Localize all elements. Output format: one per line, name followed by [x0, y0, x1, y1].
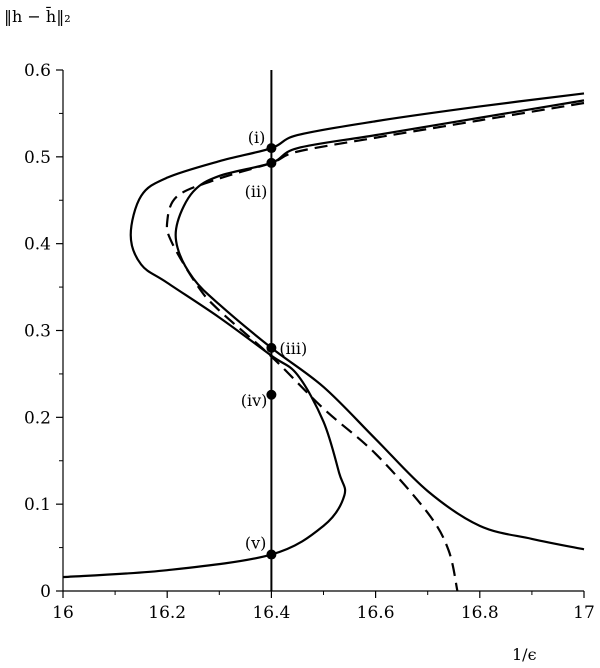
y-tick-label: 0.6 — [24, 61, 51, 81]
marked-point — [266, 389, 277, 400]
marked-point-label: (iv) — [241, 391, 268, 410]
y-tick-label: 0.1 — [24, 495, 51, 515]
series-line-1 — [62, 92, 585, 579]
x-tick-label: 16 — [52, 603, 74, 623]
x-tick-label: 16.8 — [461, 603, 499, 623]
curves — [62, 92, 585, 592]
y-tick-label: 0.2 — [24, 408, 51, 428]
axes: 16 16.2 16.4 16.6 16.8 17 0 0.1 0.2 0.3 0.4 0.5 0.6 — [24, 61, 595, 623]
x-ticks: 16 16.2 16.4 16.6 16.8 17 — [52, 591, 595, 623]
marked-point-label: (i) — [248, 128, 266, 147]
y-ticks: 0 0.1 0.2 0.3 0.4 0.5 0.6 — [24, 61, 63, 602]
series-line-2 — [174, 99, 585, 551]
x-axis-label: 1/ϵ — [512, 645, 537, 664]
y-tick-label: 0 — [40, 582, 51, 602]
y-tick-label: 0.3 — [24, 322, 51, 342]
marked-points: (i) (ii) (iii) (iv) (v) — [241, 128, 307, 560]
marked-point-label: (v) — [245, 534, 267, 553]
y-tick-label: 0.4 — [24, 235, 51, 255]
x-tick-label: 16.2 — [148, 603, 186, 623]
marked-point — [266, 157, 277, 168]
marked-point — [266, 549, 277, 560]
x-tick-label: 16.4 — [252, 603, 290, 623]
y-tick-label: 0.5 — [24, 148, 51, 168]
marked-point-label: (iii) — [279, 339, 307, 358]
marked-point — [266, 342, 277, 353]
x-tick-label: 17 — [573, 603, 595, 623]
y-axis-label: ‖h − h̄‖₂ — [4, 5, 71, 26]
series-line-3 — [165, 101, 585, 592]
x-tick-label: 16.6 — [357, 603, 395, 623]
marked-point-label: (ii) — [245, 182, 268, 201]
marked-point — [266, 143, 277, 154]
